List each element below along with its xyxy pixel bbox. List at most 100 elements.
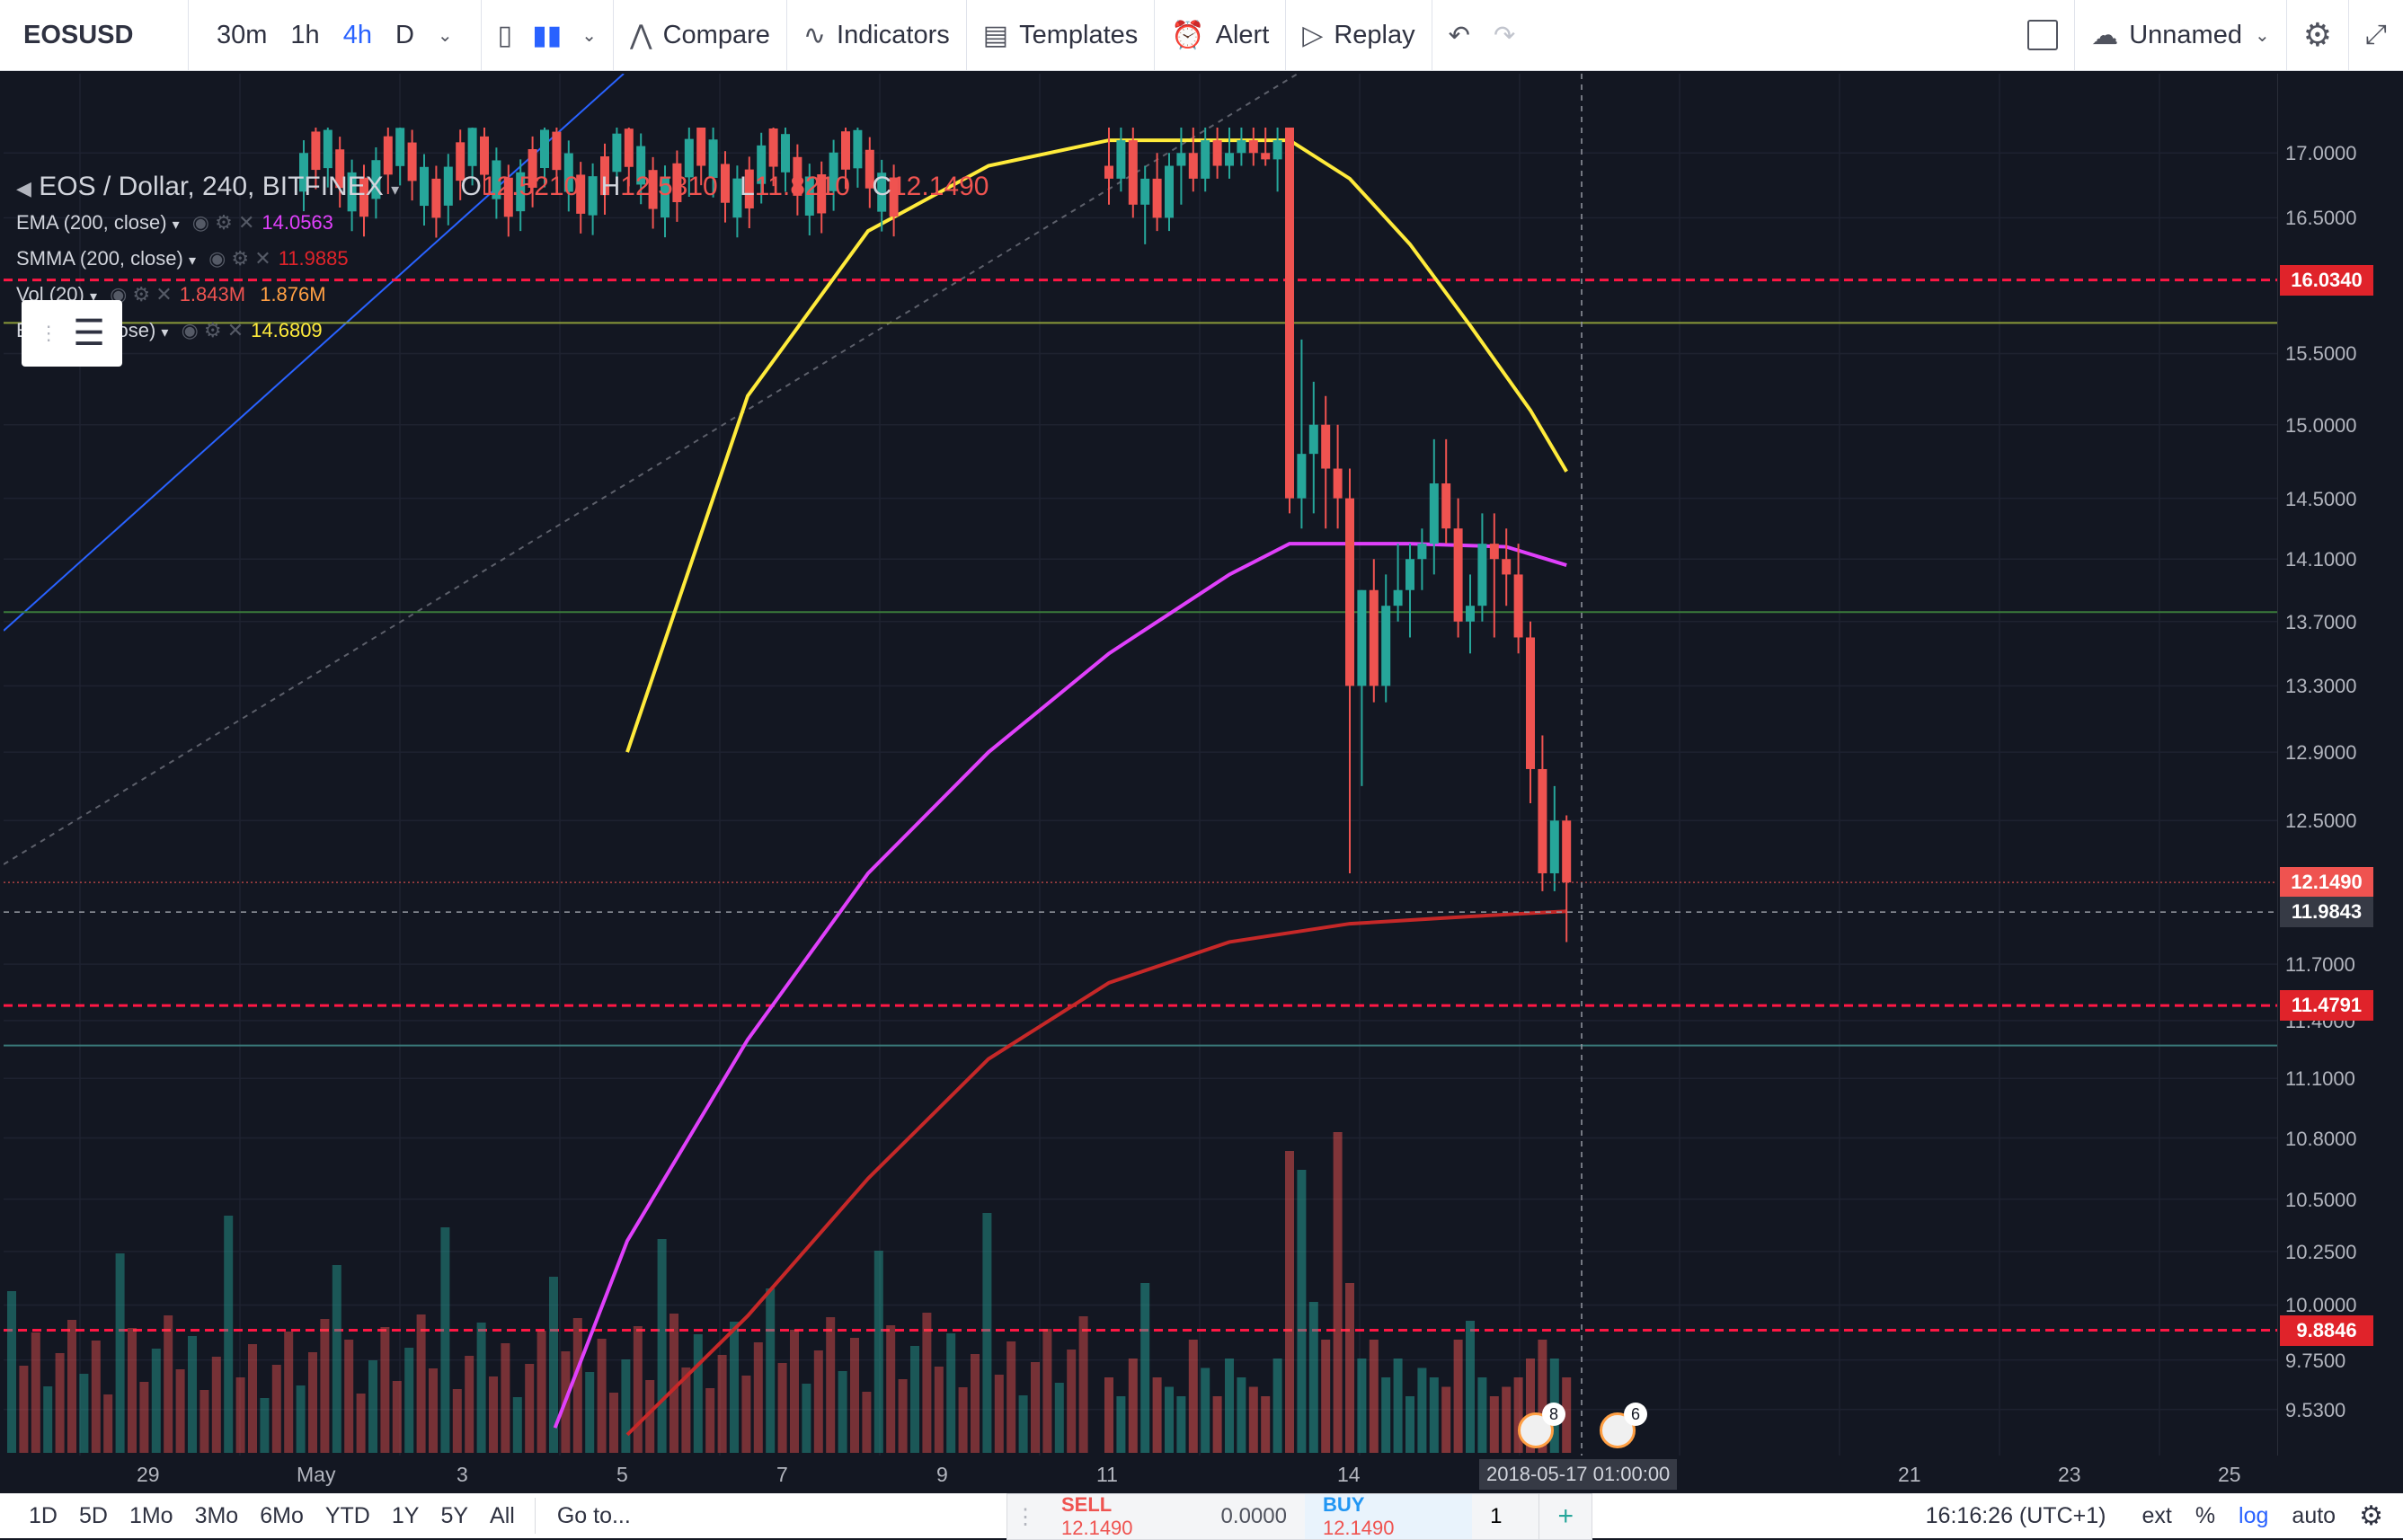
collapse-legend-icon[interactable]: ◀ [16,177,31,199]
candle-body [1297,454,1307,499]
volume-bar [380,1327,390,1453]
range-button-1y[interactable]: 1Y [391,1502,420,1528]
drawing-toolbar-handle[interactable]: ⋮ ☰ [22,300,122,367]
undo-icon[interactable]: ↶ [1448,21,1470,50]
range-button-1d[interactable]: 1D [29,1502,58,1528]
event-flag-us[interactable]: 8 [1518,1403,1565,1448]
time-axis[interactable]: 2018-05-17 01:00:00 29 May 3 5 7 9 11 14 21 23 25 [4,1456,2277,1493]
price-tick-label: 16.5000 [2285,207,2357,230]
volume-bar [525,1364,535,1453]
sell-button[interactable]: SELL 12.1490 [1043,1493,1203,1539]
fullscreen-toggle[interactable] [2011,0,2076,70]
chevron-down-icon[interactable]: ▾ [391,181,400,199]
volume-bar [1006,1341,1016,1453]
chart-pane[interactable]: ◀ EOS / Dollar, 240, BITFINEX ▾ O12.5210… [4,74,2277,1456]
range-button-3mo[interactable]: 3Mo [194,1502,239,1528]
legend-volume[interactable]: Vol (20) ▾ ◉ ⚙ ✕ 1.843M 1.876M [16,283,326,305]
bars-chart-icon[interactable]: ▯ [497,20,513,50]
range-button-all[interactable]: All [490,1502,515,1528]
range-button-6mo[interactable]: 6Mo [260,1502,304,1528]
redo-icon[interactable]: ↷ [1493,21,1516,50]
volume-bar [1165,1386,1174,1453]
volume-bar [404,1348,414,1453]
templates-button[interactable]: ▤ Templates [967,0,1156,70]
extended-hours-toggle[interactable]: ext [2141,1502,2172,1528]
price-tick-label: 14.5000 [2285,487,2357,510]
range-button-1mo[interactable]: 1Mo [129,1502,173,1528]
legend-smma200[interactable]: SMMA (200, close) ▾ ◉ ⚙ ✕ 11.9885 [16,247,349,270]
maximize-button[interactable]: ⤢ [2349,0,2403,70]
clock-time[interactable]: 16:16:26 (UTC+1) [1925,1502,2106,1528]
goto-button[interactable]: Go to... [556,1502,631,1528]
candle-body [661,178,669,218]
layout-name: Unnamed [2129,20,2242,49]
price-tick-label: 9.5300 [2285,1398,2346,1421]
volume-bar [416,1314,426,1453]
log-scale-toggle[interactable]: log [2239,1502,2269,1528]
chevron-down-icon[interactable]: ⌄ [437,25,453,46]
volume-bar [1067,1350,1077,1453]
candle-body [1477,544,1487,606]
volume-bar [1466,1321,1475,1453]
volume-bar [271,1365,281,1453]
settings-button[interactable]: ⚙ [2287,0,2349,70]
volume-bar [1054,1383,1064,1453]
volume-bar [1031,1362,1040,1453]
candle-body [540,129,549,169]
candle-body [588,176,598,216]
quantity-input[interactable]: 1 [1490,1504,1503,1528]
symbol-search[interactable]: EOSUSD [0,0,189,70]
symbol-title: EOS / Dollar, 240, BITFINEX [39,172,384,201]
volume-bar [392,1381,402,1453]
compare-button[interactable]: ⋀ Compare [614,0,787,70]
interval-d[interactable]: D [395,20,414,49]
indicators-button[interactable]: ∿ Indicators [787,0,967,70]
plus-icon[interactable]: + [1538,1494,1592,1539]
volume-bar [296,1385,306,1453]
legend-ema50[interactable]: EMA (50, close) ▾ ◉ ⚙ ✕14.6809 [16,319,323,341]
volume-bar [320,1319,330,1453]
interval-1h[interactable]: 1h [290,20,320,49]
price-tick-label: 15.5000 [2285,342,2357,366]
volume-bar [7,1291,16,1453]
alert-button[interactable]: ⏰ Alert [1155,0,1287,70]
price-chart[interactable] [4,74,2277,1456]
percent-scale-toggle[interactable]: % [2195,1502,2216,1528]
range-button-5d[interactable]: 5D [78,1502,108,1528]
chevron-down-icon[interactable]: ⌄ [581,25,597,46]
gear-icon[interactable]: ⚙ [2359,1500,2383,1531]
price-axis[interactable]: 17.0000 16.5000 15.5000 15.0000 14.5000 14.10… [2277,74,2403,1456]
volume-bar [1526,1359,1535,1453]
range-button-5y[interactable]: 5Y [440,1502,469,1528]
candle-body [781,134,790,173]
candle-body [1140,178,1150,205]
smma200-line [625,909,1567,1437]
candle-body [1549,820,1559,873]
interval-4h[interactable]: 4h [342,20,372,49]
candles-chart-icon[interactable]: ▮▮ [532,20,563,50]
volume-bar [597,1339,607,1453]
candle-body [744,169,754,208]
price-tick-label: 11.7000 [2285,953,2355,977]
candle-body [1212,140,1222,166]
range-button-ytd[interactable]: YTD [324,1502,370,1528]
event-flag-us[interactable]: 6 [1600,1403,1647,1448]
layout-save-button[interactable]: ☁ Unnamed ⌄ [2075,0,2287,70]
interval-30m[interactable]: 30m [217,20,268,49]
candle-body [696,128,706,166]
legend-ema200[interactable]: EMA (200, close) ▾ ◉ ⚙ ✕ 14.0563 [16,211,333,234]
drag-handle-icon[interactable]: ⋮ [1015,1504,1036,1529]
volume-bar [452,1389,462,1453]
volume-bar [1357,1359,1367,1453]
candle-body [1225,153,1234,166]
candle-body [1538,768,1547,873]
candle-body [1104,165,1113,179]
auto-scale-toggle[interactable]: auto [2292,1502,2336,1528]
candle-body [1417,544,1427,560]
replay-button[interactable]: ▷ Replay [1286,0,1432,70]
ema200-value: 14.0563 [262,211,333,234]
volume-bar [103,1394,113,1453]
buy-button[interactable]: BUY 12.1490 [1304,1493,1473,1539]
candle-body [1526,637,1535,769]
candle-body [528,149,537,188]
